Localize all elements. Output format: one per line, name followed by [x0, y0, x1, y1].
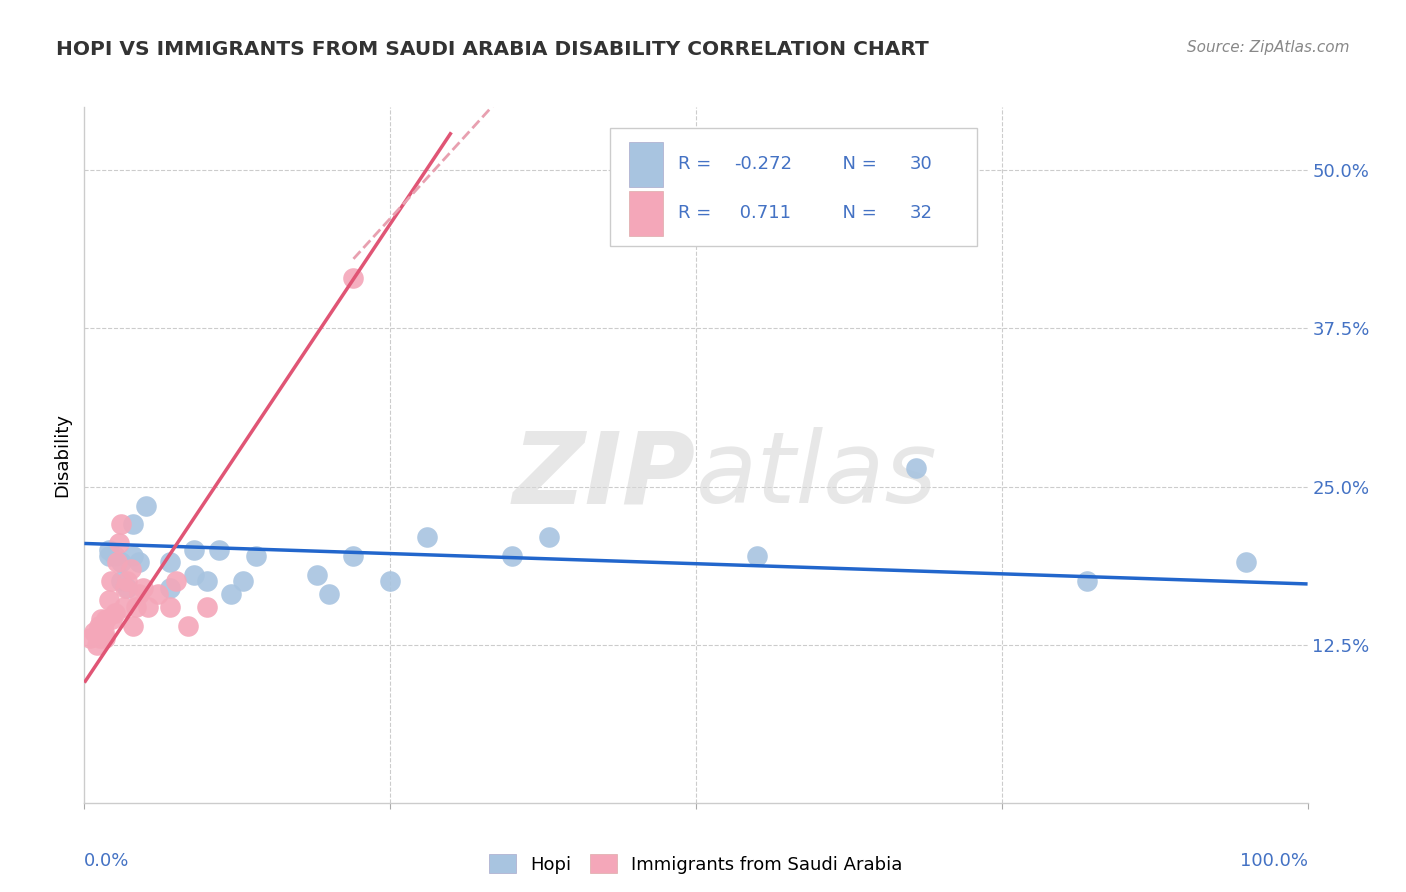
Text: N =: N =	[831, 204, 882, 222]
Text: 0.711: 0.711	[734, 204, 792, 222]
Point	[1076, 574, 1098, 589]
Point	[177, 618, 200, 632]
Point	[105, 556, 128, 570]
Point	[104, 549, 127, 563]
Point	[1236, 556, 1258, 570]
Point	[183, 542, 205, 557]
Point	[91, 618, 114, 632]
Point	[342, 270, 364, 285]
Text: Source: ZipAtlas.com: Source: ZipAtlas.com	[1187, 40, 1350, 55]
FancyBboxPatch shape	[610, 128, 977, 246]
Point	[112, 599, 135, 614]
Point	[219, 587, 242, 601]
Point	[122, 517, 145, 532]
Point	[132, 581, 155, 595]
Point	[128, 556, 150, 570]
Point	[79, 632, 101, 646]
Point	[83, 625, 105, 640]
Point	[122, 549, 145, 563]
Text: N =: N =	[831, 155, 882, 173]
Point	[245, 549, 267, 563]
Point	[110, 574, 132, 589]
Point	[107, 536, 129, 550]
Point	[165, 574, 187, 589]
Point	[905, 460, 928, 475]
FancyBboxPatch shape	[628, 191, 664, 235]
Point	[208, 542, 231, 557]
Point	[94, 632, 117, 646]
Point	[104, 606, 127, 620]
Point	[97, 593, 120, 607]
Point	[128, 587, 150, 601]
Point	[87, 618, 110, 632]
Point	[342, 549, 364, 563]
Text: 32: 32	[910, 204, 934, 222]
FancyBboxPatch shape	[628, 142, 664, 187]
Point	[318, 587, 340, 601]
Point	[110, 517, 132, 532]
Point	[115, 581, 138, 595]
Legend: Hopi, Immigrants from Saudi Arabia: Hopi, Immigrants from Saudi Arabia	[489, 855, 903, 874]
Text: -0.272: -0.272	[734, 155, 792, 173]
Point	[159, 581, 181, 595]
Point	[125, 599, 148, 614]
Point	[101, 612, 124, 626]
Point	[195, 574, 218, 589]
Point	[232, 574, 254, 589]
Point	[86, 638, 108, 652]
Point	[136, 599, 159, 614]
Text: ZIP: ZIP	[513, 427, 696, 524]
Text: 0.0%: 0.0%	[84, 852, 129, 870]
Point	[96, 612, 118, 626]
Point	[97, 542, 120, 557]
Point	[146, 587, 169, 601]
Point	[97, 549, 120, 563]
Point	[416, 530, 439, 544]
Point	[93, 625, 115, 640]
Text: HOPI VS IMMIGRANTS FROM SAUDI ARABIA DISABILITY CORRELATION CHART: HOPI VS IMMIGRANTS FROM SAUDI ARABIA DIS…	[56, 40, 929, 59]
Point	[135, 499, 157, 513]
Point	[747, 549, 769, 563]
Point	[110, 556, 132, 570]
Point	[122, 618, 145, 632]
Point	[305, 568, 328, 582]
Point	[120, 562, 142, 576]
Point	[89, 632, 111, 646]
Text: R =: R =	[678, 204, 717, 222]
Point	[380, 574, 402, 589]
Text: 100.0%: 100.0%	[1240, 852, 1308, 870]
Point	[115, 574, 138, 589]
Y-axis label: Disability: Disability	[53, 413, 72, 497]
Point	[100, 574, 122, 589]
Point	[90, 612, 112, 626]
Point	[502, 549, 524, 563]
Text: 30: 30	[910, 155, 932, 173]
Text: atlas: atlas	[696, 427, 938, 524]
Point	[159, 599, 181, 614]
Point	[114, 581, 136, 595]
Point	[159, 556, 181, 570]
Point	[195, 599, 218, 614]
Point	[183, 568, 205, 582]
Text: R =: R =	[678, 155, 717, 173]
Point	[538, 530, 561, 544]
